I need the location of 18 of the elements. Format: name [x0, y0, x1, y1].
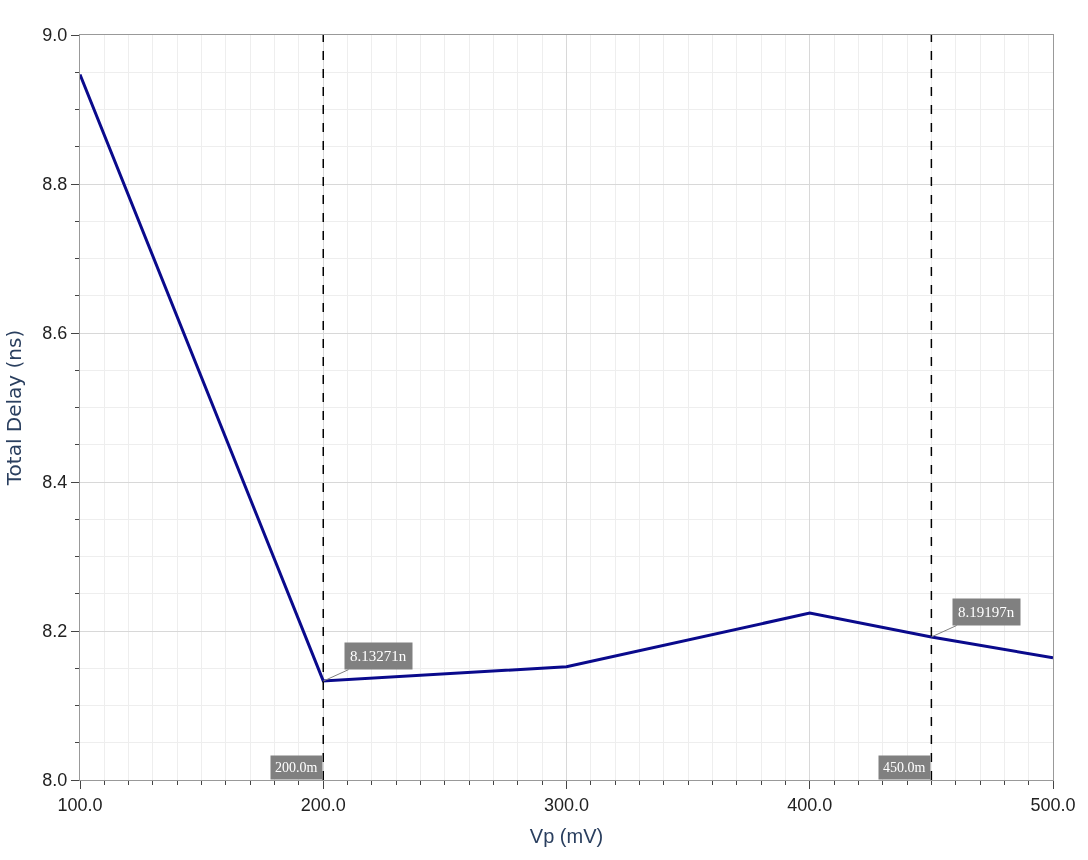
y-tick-label: 8.8: [42, 174, 68, 195]
x-tick-label: 100.0: [57, 794, 103, 815]
x-tick-label: 300.0: [543, 794, 590, 815]
x-tick-label: 200.0: [300, 794, 346, 815]
ref-line-label: 200.0m: [275, 760, 318, 775]
annotation: 8.19197n: [958, 604, 1015, 620]
x-tick-label: 400.0: [787, 794, 833, 815]
y-tick-label: 8.2: [42, 621, 68, 642]
ref-line-label: 450.0m: [883, 760, 926, 775]
x-axis-title: Vp (mV): [529, 825, 604, 848]
annotation: 8.13271n: [350, 648, 407, 664]
y-tick-label: 8.0: [42, 770, 68, 791]
y-tick-label: 8.4: [42, 472, 68, 493]
x-tick-label: 500.0: [1030, 794, 1076, 815]
y-tick-label: 9.0: [42, 25, 68, 46]
y-axis-title: Total Delay (ns): [1, 329, 26, 487]
line-series: [80, 72, 1053, 683]
y-tick-label: 8.6: [42, 323, 68, 344]
